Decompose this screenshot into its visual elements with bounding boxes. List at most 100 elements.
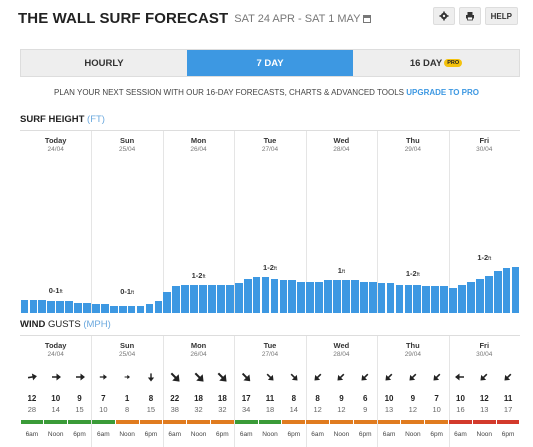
surf-bar <box>511 266 520 313</box>
forecast-time: 6am <box>168 431 182 438</box>
tab-hourly[interactable]: HOURLY <box>21 50 187 76</box>
wind-speed: 12 <box>27 394 37 403</box>
wind-day-name: Tue <box>263 341 277 350</box>
wind-label: WIND <box>20 319 46 330</box>
surf-bar <box>136 305 145 313</box>
wind-direction-icon <box>238 369 255 386</box>
surf-day-date: 26/04 <box>190 146 207 153</box>
forecast-time: Noon <box>47 431 64 438</box>
surf-bar <box>306 281 315 313</box>
gear-icon <box>439 11 449 21</box>
wind-direction-icon <box>263 370 277 384</box>
wind-gust: 18 <box>265 405 275 414</box>
upgrade-link[interactable]: UPGRADE TO PRO <box>406 88 479 97</box>
condition-rating-bar <box>377 420 401 424</box>
day-divider <box>377 131 379 313</box>
surf-bar <box>47 301 56 313</box>
wind-direction-icon <box>213 368 231 386</box>
wind-direction-icon <box>287 370 301 384</box>
tab-7-day[interactable]: 7 DAY <box>187 50 353 76</box>
wind-direction-icon <box>166 368 184 386</box>
surf-bar <box>118 305 127 313</box>
wind-direction-icon <box>146 373 155 382</box>
wind-speed: 8 <box>148 394 154 403</box>
wind-gust: 15 <box>146 405 156 414</box>
wind-direction-icon <box>477 370 491 384</box>
surf-bar <box>38 299 47 313</box>
wind-gust: 10 <box>432 405 441 414</box>
surf-bar <box>92 304 100 313</box>
surf-height-value: 1-2 <box>477 252 489 262</box>
wind-day-name: Wed <box>333 341 350 350</box>
tab-16-day[interactable]: 16 DAY PRO <box>353 50 519 76</box>
surf-bar <box>190 284 198 313</box>
header-buttons: HELP <box>432 7 518 25</box>
wind-direction-icon <box>382 370 396 384</box>
surf-bar <box>467 281 475 313</box>
wind-day-date: 30/04 <box>476 351 493 358</box>
wind-day-name: Thu <box>405 341 420 350</box>
forecast-time: Noon <box>262 431 278 438</box>
forecast-time: 6pm <box>358 431 372 438</box>
settings-button[interactable] <box>432 7 455 25</box>
wind-gust: 14 <box>51 405 60 414</box>
wind-speed: 9 <box>339 394 344 403</box>
wind-gust: 10 <box>99 405 108 414</box>
surf-bar <box>395 284 404 313</box>
surf-height-unit-label: ft <box>488 255 492 262</box>
condition-rating-bar <box>187 420 210 424</box>
wind-direction-icon <box>189 368 207 386</box>
wind-direction-icon <box>311 370 325 384</box>
surf-bar <box>484 275 493 313</box>
surf-bar <box>109 305 118 313</box>
surf-bar <box>261 277 270 313</box>
surf-bar <box>431 286 440 313</box>
wind-gust: 13 <box>480 405 489 414</box>
day-divider <box>162 336 164 447</box>
surf-height-unit-label: ft <box>131 290 135 296</box>
forecast-time: 6pm <box>501 431 515 438</box>
calendar-icon[interactable] <box>363 15 372 24</box>
surf-bar <box>279 280 288 313</box>
wind-gust: 9 <box>363 405 368 414</box>
wind-gust: 13 <box>384 405 394 414</box>
pro-badge: PRO <box>444 59 463 67</box>
wind-direction-icon <box>501 370 515 384</box>
wind-speed: 18 <box>217 394 227 403</box>
surf-bar <box>243 278 252 313</box>
wind-gust: 28 <box>27 405 37 414</box>
print-button[interactable] <box>458 7 481 25</box>
surf-height-label: 0-1ft <box>120 287 134 296</box>
forecast-time: Noon <box>476 431 493 438</box>
wind-speed: 8 <box>291 394 297 403</box>
wind-speed: 9 <box>77 394 82 403</box>
surf-bar <box>350 280 359 313</box>
surf-bar <box>502 268 511 313</box>
wind-direction-icon <box>455 372 465 382</box>
surf-bar <box>225 284 234 313</box>
wind-speed: 11 <box>503 394 513 403</box>
surf-bar <box>65 301 73 313</box>
surf-day-date: 25/04 <box>118 146 136 153</box>
surf-bar <box>324 280 332 313</box>
forecast-time: 6am <box>239 431 253 438</box>
forecast-time: Noon <box>190 431 207 438</box>
condition-rating-bar <box>68 420 91 424</box>
surf-bar <box>449 287 457 313</box>
surf-height-value: 1-2 <box>263 263 274 272</box>
wind-day-date: 24/04 <box>47 351 64 358</box>
wind-speed: 1 <box>124 394 130 403</box>
surf-bar <box>475 278 484 313</box>
surf-bar <box>458 284 466 313</box>
surf-day-name: Thu <box>405 136 420 145</box>
help-button[interactable]: HELP <box>484 7 518 25</box>
surf-height-unit-label: ft <box>416 272 420 278</box>
surf-bar <box>20 299 29 313</box>
wind-speed: 17 <box>241 394 251 403</box>
surf-height-unit-label: ft <box>341 269 346 275</box>
surf-height-value: 1-2 <box>405 269 417 278</box>
condition-rating-bar <box>449 420 472 424</box>
day-divider <box>377 336 379 447</box>
gusts-label: GUSTS <box>47 319 81 330</box>
day-divider <box>448 336 450 447</box>
